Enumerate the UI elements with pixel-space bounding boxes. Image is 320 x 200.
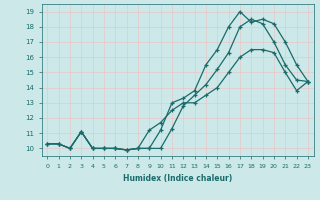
X-axis label: Humidex (Indice chaleur): Humidex (Indice chaleur) (123, 174, 232, 183)
